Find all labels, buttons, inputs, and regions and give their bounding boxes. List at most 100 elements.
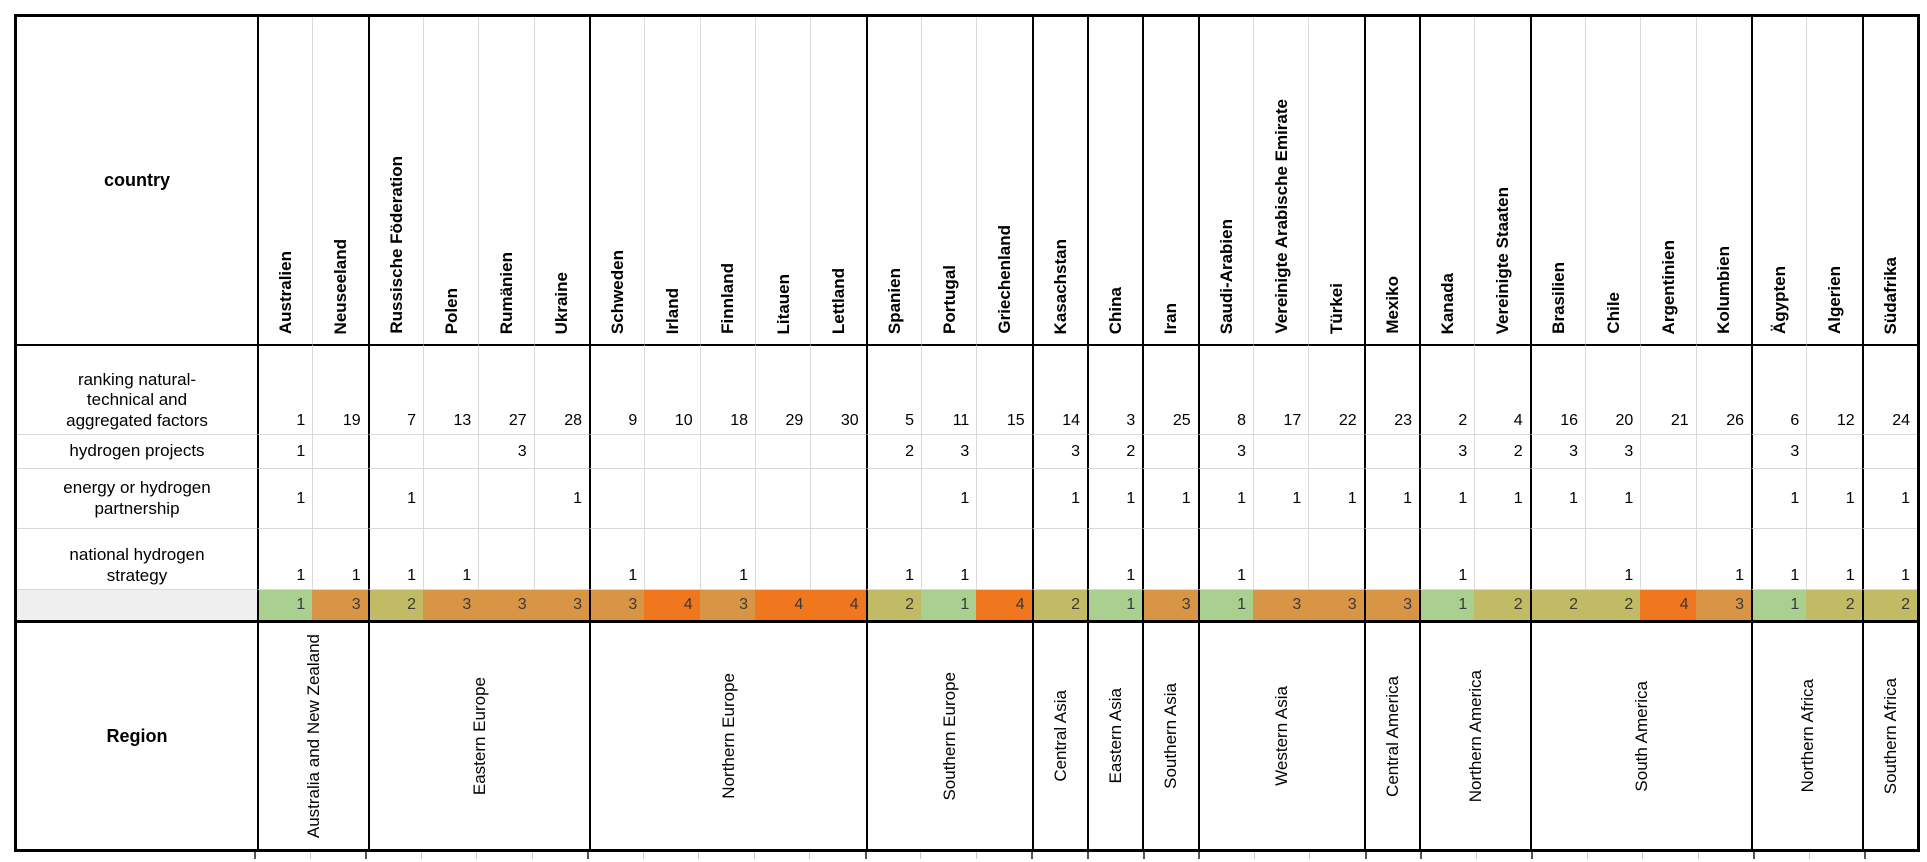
score-row-label [17,589,257,620]
strategy-cell: 1 [367,528,423,589]
score-cell: 1 [1197,589,1253,620]
score-cell: 3 [699,589,755,620]
country-name: Mexiko [1382,276,1402,334]
strategy-cell [1640,528,1696,589]
partnership-cell [422,468,479,528]
projects-cell [754,434,811,468]
country-name: Chile [1603,292,1623,334]
country-name: Iran [1161,302,1181,334]
country-header-cell: Argentinien [1640,17,1695,344]
projects-cell [1363,434,1419,468]
projects-cell: 3 [1197,434,1253,468]
country-name: Irland [662,287,682,334]
country-name: Ägypten [1770,266,1790,334]
partnership-cell [478,468,534,528]
strategy-cell [1031,528,1087,589]
partnership-cell: 1 [1142,468,1198,528]
strategy-cell: 1 [1861,528,1917,589]
country-name: Rumänien [496,251,516,334]
strategy-cell: 1 [257,528,313,589]
ranking-cell: 18 [699,344,755,434]
country-name: Russische Föderation [386,156,406,334]
strategy-cell [1474,528,1530,589]
row-label: national hydrogen strategy [69,545,205,585]
region-cell: Central America [1363,620,1419,849]
partnership-cell [1695,468,1751,528]
country-header-cell: Vereinigte Staaten [1474,17,1529,344]
projects-cell: 3 [1529,434,1585,468]
projects-cell [1861,434,1917,468]
grid-tick [1142,852,1199,859]
country-name: Türkei [1326,282,1346,334]
ranking-cell: 23 [1363,344,1419,434]
country-name: Finnland [718,263,738,334]
partnership-cell: 1 [1418,468,1475,528]
score-cell: 1 [257,589,313,620]
partnership-cell [810,468,866,528]
strategy-cell [1252,528,1309,589]
score-cell: 3 [1695,589,1751,620]
region-cell: Eastern Asia [1086,620,1143,849]
projects-cell [1308,434,1364,468]
grid-tick [1475,852,1532,859]
partnership-cell: 1 [1474,468,1530,528]
projects-cell: 3 [920,434,977,468]
projects-cell: 3 [1418,434,1475,468]
strategy-cell [1308,528,1364,589]
grid-tick [531,852,588,859]
projects-cell [699,434,755,468]
region-name: Central America [1382,675,1402,797]
score-cell: 2 [1474,589,1530,620]
score-cell: 1 [1750,589,1807,620]
score-cell: 2 [1529,589,1585,620]
partnership-cell [699,468,755,528]
country-header-cell: Saudi-Arabien [1197,17,1253,344]
grid-tick [1697,852,1754,859]
ranking-cell: 30 [810,344,866,434]
country-name: Argentinien [1658,239,1678,334]
ranking-cell: 9 [588,344,645,434]
country-name: Vereinigte Arabische Emirate [1271,99,1291,334]
score-cell: 3 [312,589,368,620]
strategy-cell [1363,528,1419,589]
country-header-cell: Litauen [754,17,810,344]
region-cell: South America [1529,620,1751,849]
country-header-cell: Algerien [1806,17,1861,344]
ranking-cell: 5 [865,344,921,434]
partnership-cell: 1 [1308,468,1364,528]
country-name: Polen [441,287,461,334]
projects-cell: 2 [865,434,921,468]
grid-tick [809,852,865,859]
score-cell: 3 [478,589,534,620]
projects-cell: 3 [478,434,534,468]
grid-tick [1753,852,1809,859]
country-corner-header: country [103,170,170,190]
country-name: Portugal [939,265,959,334]
ranking-cell: 8 [1197,344,1253,434]
projects-cell [533,434,589,468]
partnership-cell: 1 [1252,468,1309,528]
grid-tick [1864,852,1920,859]
region-name: Eastern Asia [1106,688,1126,784]
projects-cell [1695,434,1751,468]
country-header-cell: Rumänien [478,17,533,344]
grid-tick [254,852,310,859]
country-name: Kasachstan [1050,238,1070,334]
country-header-cell: Vereinigte Arabische Emirate [1252,17,1308,344]
country-header-cell: Finnland [699,17,755,344]
grid-tick [1364,852,1421,859]
strategy-cell: 1 [699,528,755,589]
strategy-cell [810,528,866,589]
strategy-cell: 1 [1750,528,1807,589]
strategy-cell: 1 [1197,528,1253,589]
country-name: Ukraine [552,271,572,334]
strategy-cell: 1 [1584,528,1641,589]
strategy-cell [976,528,1032,589]
partnership-cell: 1 [1086,468,1143,528]
score-cell: 2 [865,589,921,620]
grid-tick [1642,852,1698,859]
region-name: Southern Europe [940,671,960,801]
country-header-cell: Irland [644,17,699,344]
grid-tick [1253,852,1310,859]
